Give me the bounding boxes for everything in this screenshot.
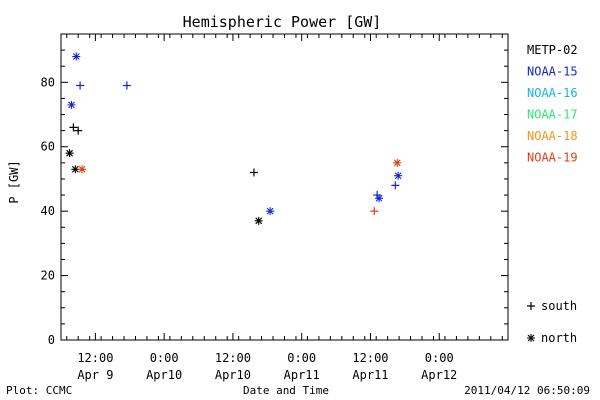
y-tick-label: 60: [41, 140, 55, 154]
x-tick-time: 12:00: [352, 351, 388, 365]
data-point-north: [72, 52, 81, 61]
footer-timestamp: 2011/04/12 06:50:09: [464, 384, 590, 397]
marker-legend-label: north: [541, 331, 577, 345]
data-point-south: [122, 81, 131, 90]
legend-entry: NOAA-18: [527, 129, 578, 143]
north-marker-symbol: [527, 334, 535, 342]
data-point-south: [370, 207, 379, 216]
data-point-north: [67, 100, 76, 109]
x-tick-date: Apr10: [146, 368, 182, 382]
y-tick-label: 80: [41, 75, 55, 89]
data-point-north: [266, 207, 275, 216]
marker-legend-label: south: [541, 299, 577, 313]
x-tick-time: 12:00: [215, 351, 251, 365]
x-tick-date: Apr11: [352, 368, 388, 382]
y-tick-label: 0: [48, 333, 55, 347]
y-axis-label: P [GW]: [7, 160, 21, 203]
marker-legend: south north: [527, 299, 577, 345]
x-tick-time: 0:00: [150, 351, 179, 365]
legend-entry: NOAA-17: [527, 108, 578, 122]
x-axis-label: Date and Time: [243, 384, 329, 397]
data-point-north: [254, 216, 263, 225]
x-axis-ticks: 12:00 Apr 9 0:00 Apr10 12:00 Apr10 0:00 Apr11 12…: [66, 34, 503, 382]
x-tick-time: 0:00: [425, 351, 454, 365]
x-tick-time: 12:00: [77, 351, 113, 365]
legend-entry: NOAA-16: [527, 86, 578, 100]
chart-title: Hemispheric Power [GW]: [183, 13, 382, 31]
data-point-north: [393, 158, 402, 167]
plot-frame: [60, 33, 509, 341]
y-tick-label: 20: [41, 269, 55, 283]
data-point-south: [391, 181, 400, 190]
data-point-south: [373, 191, 382, 200]
x-tick-date: Apr10: [215, 368, 251, 382]
data-point-north: [65, 149, 74, 158]
legend-entry: NOAA-15: [527, 65, 578, 79]
data-point-south: [69, 123, 78, 132]
x-tick-date: Apr11: [284, 368, 320, 382]
y-tick-label: 40: [41, 204, 55, 218]
legend-entry: NOAA-19: [527, 151, 578, 165]
footer-credit: Plot: CCMC: [6, 384, 72, 397]
y-axis-ticks: 0 20 40 60 80: [41, 49, 508, 347]
x-tick-time: 0:00: [287, 351, 316, 365]
legend: METP-02 NOAA-15 NOAA-16 NOAA-17 NOAA-18 NOAA-…: [527, 43, 578, 165]
x-tick-date: Apr12: [421, 368, 457, 382]
data-point-north: [71, 165, 80, 174]
data-point-south: [74, 126, 83, 135]
legend-entry: METP-02: [527, 43, 578, 57]
data-point-north: [394, 171, 403, 180]
data-point-north: [375, 194, 384, 203]
data-points: [65, 52, 403, 225]
x-tick-date: Apr 9: [77, 368, 113, 382]
south-marker-symbol: [527, 302, 535, 310]
data-point-south: [249, 168, 258, 177]
data-point-south: [76, 81, 85, 90]
data-point-north: [78, 165, 87, 174]
